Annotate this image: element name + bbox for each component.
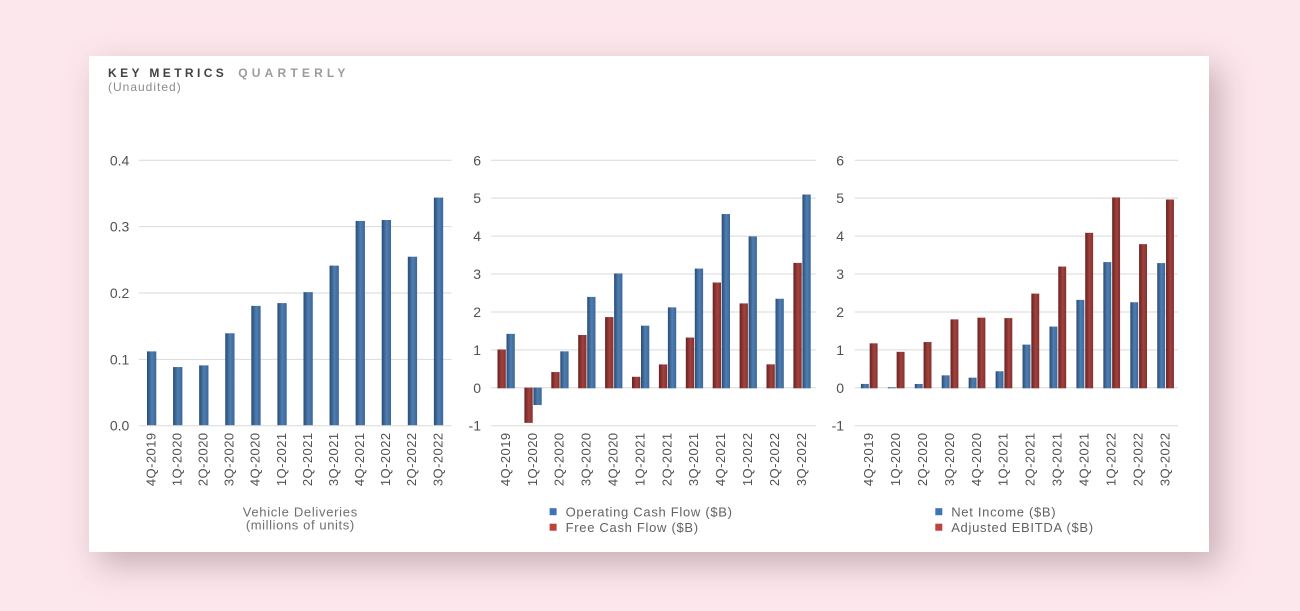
svg-text:0.2: 0.2 (110, 285, 130, 301)
svg-text:0.0: 0.0 (110, 418, 130, 434)
svg-text:4Q-2021: 4Q-2021 (713, 432, 728, 486)
svg-text:0.1: 0.1 (110, 351, 130, 367)
svg-text:0: 0 (473, 380, 481, 396)
svg-text:-1: -1 (469, 418, 482, 434)
svg-text:3Q-2021: 3Q-2021 (326, 432, 341, 486)
svg-text:1Q-2022: 1Q-2022 (1103, 432, 1118, 486)
svg-text:1Q-2020: 1Q-2020 (169, 432, 184, 486)
svg-text:3Q-2020: 3Q-2020 (579, 432, 594, 486)
svg-text:Net Income ($B): Net Income ($B) (951, 505, 1056, 520)
svg-text:2Q-2020: 2Q-2020 (915, 432, 930, 486)
svg-text:3Q-2022: 3Q-2022 (430, 432, 445, 486)
svg-text:Vehicle Deliveries: Vehicle Deliveries (243, 504, 358, 519)
svg-text:2Q-2021: 2Q-2021 (1023, 432, 1038, 486)
svg-text:-1: -1 (832, 418, 845, 434)
svg-text:3Q-2020: 3Q-2020 (942, 432, 957, 486)
svg-text:4: 4 (473, 228, 481, 244)
svg-text:2Q-2022: 2Q-2022 (404, 432, 419, 486)
svg-text:2Q-2021: 2Q-2021 (300, 432, 315, 486)
svg-text:1Q-2022: 1Q-2022 (378, 432, 393, 486)
svg-text:4Q-2021: 4Q-2021 (1077, 432, 1092, 486)
svg-text:3: 3 (836, 266, 844, 282)
svg-text:4Q-2019: 4Q-2019 (498, 432, 513, 486)
svg-text:6: 6 (473, 152, 481, 168)
svg-text:1Q-2021: 1Q-2021 (632, 432, 647, 486)
svg-text:2: 2 (473, 304, 481, 320)
svg-text:Operating Cash Flow ($B): Operating Cash Flow ($B) (566, 505, 733, 520)
svg-text:5: 5 (836, 190, 844, 206)
svg-text:5: 5 (473, 190, 481, 206)
svg-text:3Q-2022: 3Q-2022 (794, 432, 809, 486)
svg-text:4Q-2020: 4Q-2020 (606, 432, 621, 486)
svg-text:3Q-2022: 3Q-2022 (1157, 432, 1172, 486)
svg-text:1Q-2020: 1Q-2020 (525, 432, 540, 486)
svg-text:4Q-2019: 4Q-2019 (861, 432, 876, 486)
svg-text:0.3: 0.3 (110, 219, 130, 235)
svg-text:2Q-2021: 2Q-2021 (659, 432, 674, 486)
svg-text:1: 1 (836, 342, 844, 358)
svg-text:2: 2 (836, 304, 844, 320)
svg-text:4Q-2020: 4Q-2020 (969, 432, 984, 486)
svg-text:2Q-2022: 2Q-2022 (1130, 432, 1145, 486)
svg-text:1Q-2021: 1Q-2021 (274, 432, 289, 486)
svg-text:Free Cash Flow ($B): Free Cash Flow ($B) (566, 520, 699, 535)
svg-text:1Q-2022: 1Q-2022 (740, 432, 755, 486)
svg-text:0.4: 0.4 (110, 152, 130, 168)
svg-text:1Q-2021: 1Q-2021 (996, 432, 1011, 486)
svg-text:6: 6 (836, 152, 844, 168)
svg-text:3Q-2020: 3Q-2020 (222, 432, 237, 486)
svg-text:0: 0 (836, 380, 844, 396)
svg-text:3: 3 (473, 266, 481, 282)
svg-text:1: 1 (473, 342, 481, 358)
svg-text:4Q-2020: 4Q-2020 (248, 432, 263, 486)
svg-text:2Q-2022: 2Q-2022 (767, 432, 782, 486)
svg-text:4Q-2021: 4Q-2021 (352, 432, 367, 486)
svg-text:2Q-2020: 2Q-2020 (552, 432, 567, 486)
svg-text:4Q-2019: 4Q-2019 (143, 432, 158, 486)
svg-text:1Q-2020: 1Q-2020 (888, 432, 903, 486)
svg-text:(millions of units): (millions of units) (246, 517, 355, 532)
svg-text:4: 4 (836, 228, 844, 244)
svg-text:3Q-2021: 3Q-2021 (686, 432, 701, 486)
svg-text:Adjusted EBITDA ($B): Adjusted EBITDA ($B) (951, 520, 1094, 535)
svg-text:3Q-2021: 3Q-2021 (1050, 432, 1065, 486)
svg-text:2Q-2020: 2Q-2020 (196, 432, 211, 486)
